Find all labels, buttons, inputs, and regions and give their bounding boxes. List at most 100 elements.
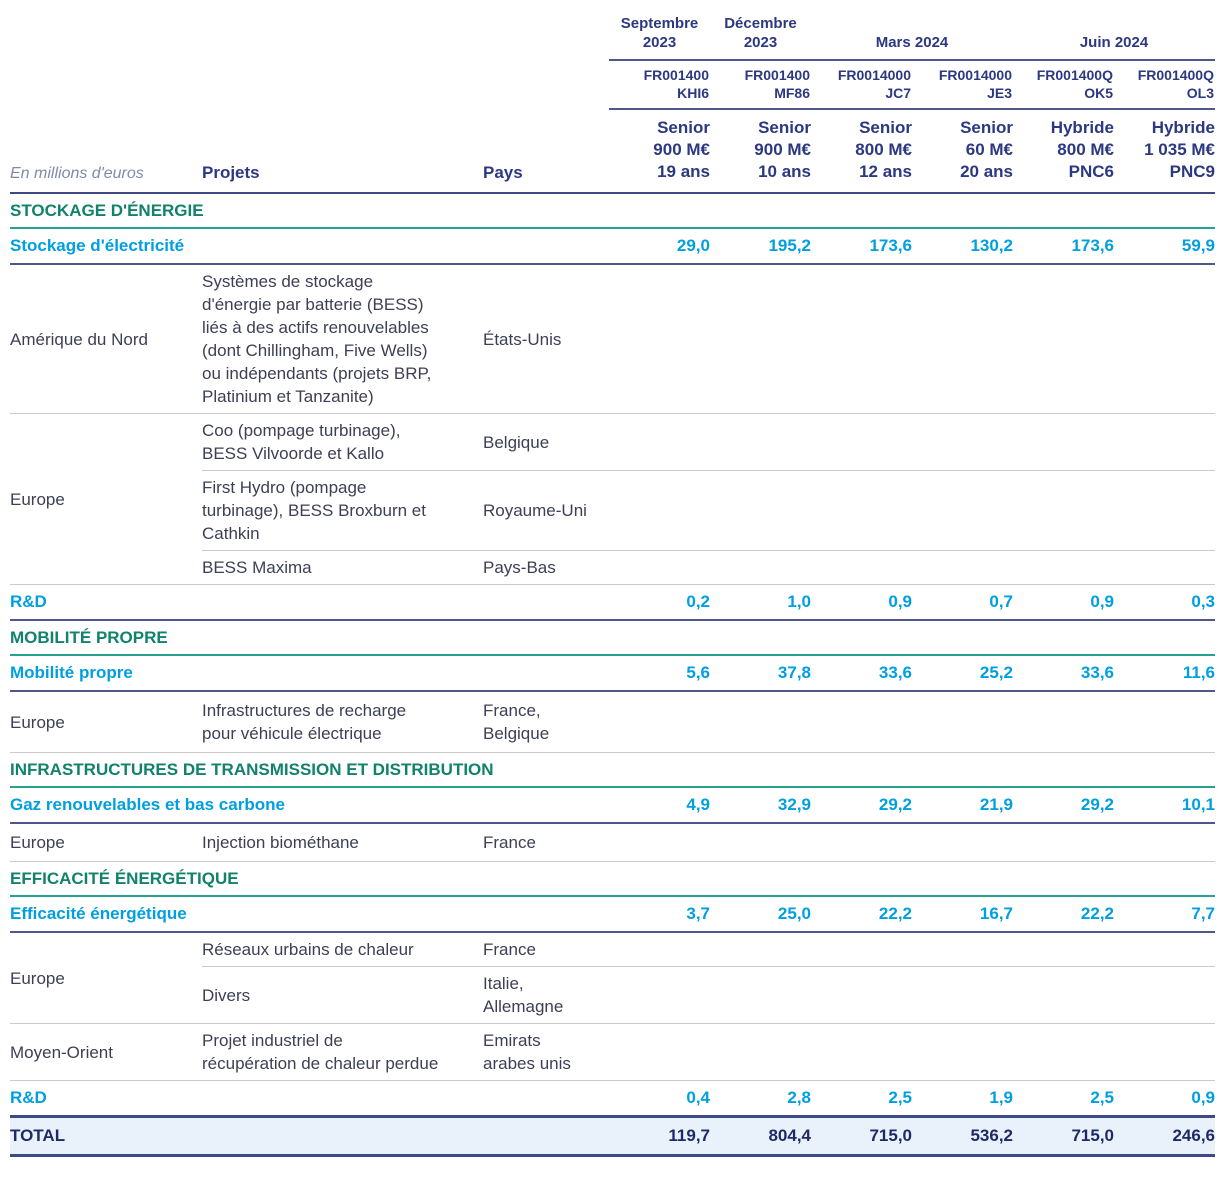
subsection-row-stockage-electricite: Stockage d'électricité 29,0 195,2 173,6 … (10, 228, 1215, 265)
value-cell: 29,0 (609, 228, 710, 265)
period-header-dec-2023: Décembre 2023 (710, 8, 811, 61)
country-cell: France (483, 932, 609, 967)
project-cell: Injection biométhane (202, 823, 483, 862)
bond-descriptor-row: En millions d'euros Projets Pays Senior 9… (10, 109, 1215, 194)
value-cell: 29,2 (1013, 787, 1114, 824)
project-cell: Projet industriel de récupération de cha… (202, 1023, 483, 1081)
value-cell: 22,2 (1013, 896, 1114, 933)
total-label: TOTAL (10, 1115, 609, 1157)
bond-allocation-table: Septembre 2023 Décembre 2023 Mars 2024 J… (10, 8, 1215, 1157)
value-cell: 0,9 (1114, 1080, 1215, 1118)
empty-values (609, 413, 1215, 471)
value-cell: 29,2 (811, 787, 912, 824)
value-cell: 0,9 (811, 584, 912, 621)
isin-header-row: FR001400 KHI6 FR001400 MF86 FR0014000 JC7 F… (10, 60, 1215, 110)
empty-values (609, 932, 1215, 967)
detail-row: Europe Réseaux urbains de chaleur France (10, 932, 1215, 1024)
section-header-mobilite-propre: MOBILITÉ PROPRE (10, 620, 1215, 656)
subsection-row-mobilite-propre: Mobilité propre 5,6 37,8 33,6 25,2 33,6 … (10, 655, 1215, 692)
region-cell: Europe (10, 823, 202, 862)
period-header-juin-2024: Juin 2024 (1013, 8, 1215, 61)
detail-row: First Hydro (pompage turbinage), BESS Br… (10, 470, 1215, 551)
value-cell: 2,5 (1013, 1080, 1114, 1118)
value-cell: 25,0 (710, 896, 811, 933)
subsection-label: Efficacité énergétique (10, 896, 609, 933)
bond-descriptor: Senior 800 M€ 12 ans (811, 109, 912, 194)
project-cell: Coo (pompage turbinage), BESS Vilvoorde … (202, 413, 483, 471)
value-cell: 2,8 (710, 1080, 811, 1118)
value-cell: 0,3 (1114, 584, 1215, 621)
value-cell: 1,9 (912, 1080, 1013, 1118)
value-cell: 173,6 (1013, 228, 1114, 265)
detail-row: BESS Maxima Pays-Bas (10, 550, 1215, 585)
isin-code: FR001400Q OK5 (1013, 60, 1114, 110)
value-cell: 10,1 (1114, 787, 1215, 824)
project-cell: Réseaux urbains de chaleur (202, 932, 483, 967)
bond-descriptor: Senior 900 M€ 10 ans (710, 109, 811, 194)
isin-code: FR001400 MF86 (710, 60, 811, 110)
value-cell: 1,0 (710, 584, 811, 621)
region-cell: Europe (10, 932, 202, 1024)
bond-descriptor: Senior 900 M€ 19 ans (609, 109, 710, 194)
isin-code: FR001400Q OL3 (1114, 60, 1215, 110)
subsection-row-efficacite: Efficacité énergétique 3,7 25,0 22,2 16,… (10, 896, 1215, 933)
subsection-label: Stockage d'électricité (10, 228, 609, 265)
period-header-sep-2023: Septembre 2023 (609, 8, 710, 61)
value-cell: 21,9 (912, 787, 1013, 824)
empty-values (609, 823, 1215, 862)
region-cell: Europe (10, 691, 202, 753)
value-cell: 3,7 (609, 896, 710, 933)
subsection-label: R&D (10, 1080, 609, 1118)
value-cell: 37,8 (710, 655, 811, 692)
bond-descriptor: Hybride 1 035 M€ PNC9 (1114, 109, 1215, 194)
total-value-cell: 246,6 (1114, 1115, 1215, 1157)
detail-row: Europe Injection biométhane France (10, 823, 1215, 862)
country-cell: Emirats arabes unis (483, 1023, 609, 1081)
detail-row: Divers Italie, Allemagne (10, 966, 1215, 1024)
country-cell: États-Unis (483, 264, 609, 414)
empty-values (609, 1023, 1215, 1081)
value-cell: 22,2 (811, 896, 912, 933)
value-cell: 11,6 (1114, 655, 1215, 692)
country-cell: Italie, Allemagne (483, 966, 609, 1024)
bond-descriptor: Hybride 800 M€ PNC6 (1013, 109, 1114, 194)
value-cell: 5,6 (609, 655, 710, 692)
empty-values (609, 550, 1215, 585)
value-cell: 0,4 (609, 1080, 710, 1118)
country-cell: Royaume-Uni (483, 470, 609, 551)
empty-values (609, 264, 1215, 414)
country-cell: France (483, 823, 609, 862)
empty-values (609, 966, 1215, 1024)
bond-descriptor: Senior 60 M€ 20 ans (912, 109, 1013, 194)
detail-row: Amérique du Nord Systèmes de stockage d'… (10, 264, 1215, 414)
value-cell: 195,2 (710, 228, 811, 265)
project-cell: Divers (202, 966, 483, 1024)
subsection-row-rd-efficacite: R&D 0,4 2,8 2,5 1,9 2,5 0,9 (10, 1080, 1215, 1118)
value-cell: 2,5 (811, 1080, 912, 1118)
total-value-cell: 536,2 (912, 1115, 1013, 1157)
country-column-header: Pays (483, 109, 609, 194)
subsection-label: Gaz renouvelables et bas carbone (10, 787, 609, 824)
period-header-mars-2024: Mars 2024 (811, 8, 1013, 61)
region-cell: Moyen-Orient (10, 1023, 202, 1081)
value-cell: 0,9 (1013, 584, 1114, 621)
total-value-cell: 715,0 (1013, 1115, 1114, 1157)
detail-row: Europe Coo (pompage turbinage), BESS Vil… (10, 413, 1215, 585)
value-cell: 59,9 (1114, 228, 1215, 265)
isin-code: FR001400 KHI6 (609, 60, 710, 110)
project-cell: BESS Maxima (202, 550, 483, 585)
isin-code: FR0014000 JE3 (912, 60, 1013, 110)
isin-code: FR0014000 JC7 (811, 60, 912, 110)
value-cell: 25,2 (912, 655, 1013, 692)
projects-column-header: Projets (202, 109, 483, 194)
period-header-row: Septembre 2023 Décembre 2023 Mars 2024 J… (10, 8, 1215, 61)
country-cell: Pays-Bas (483, 550, 609, 585)
subsection-row-rd-stockage: R&D 0,2 1,0 0,9 0,7 0,9 0,3 (10, 584, 1215, 621)
value-cell: 33,6 (1013, 655, 1114, 692)
unit-label: En millions d'euros (10, 109, 202, 194)
subsection-row-gaz-renouvelables: Gaz renouvelables et bas carbone 4,9 32,… (10, 787, 1215, 824)
project-cell: Systèmes de stockage d'énergie par batte… (202, 264, 483, 414)
country-cell: France, Belgique (483, 691, 609, 753)
value-cell: 7,7 (1114, 896, 1215, 933)
